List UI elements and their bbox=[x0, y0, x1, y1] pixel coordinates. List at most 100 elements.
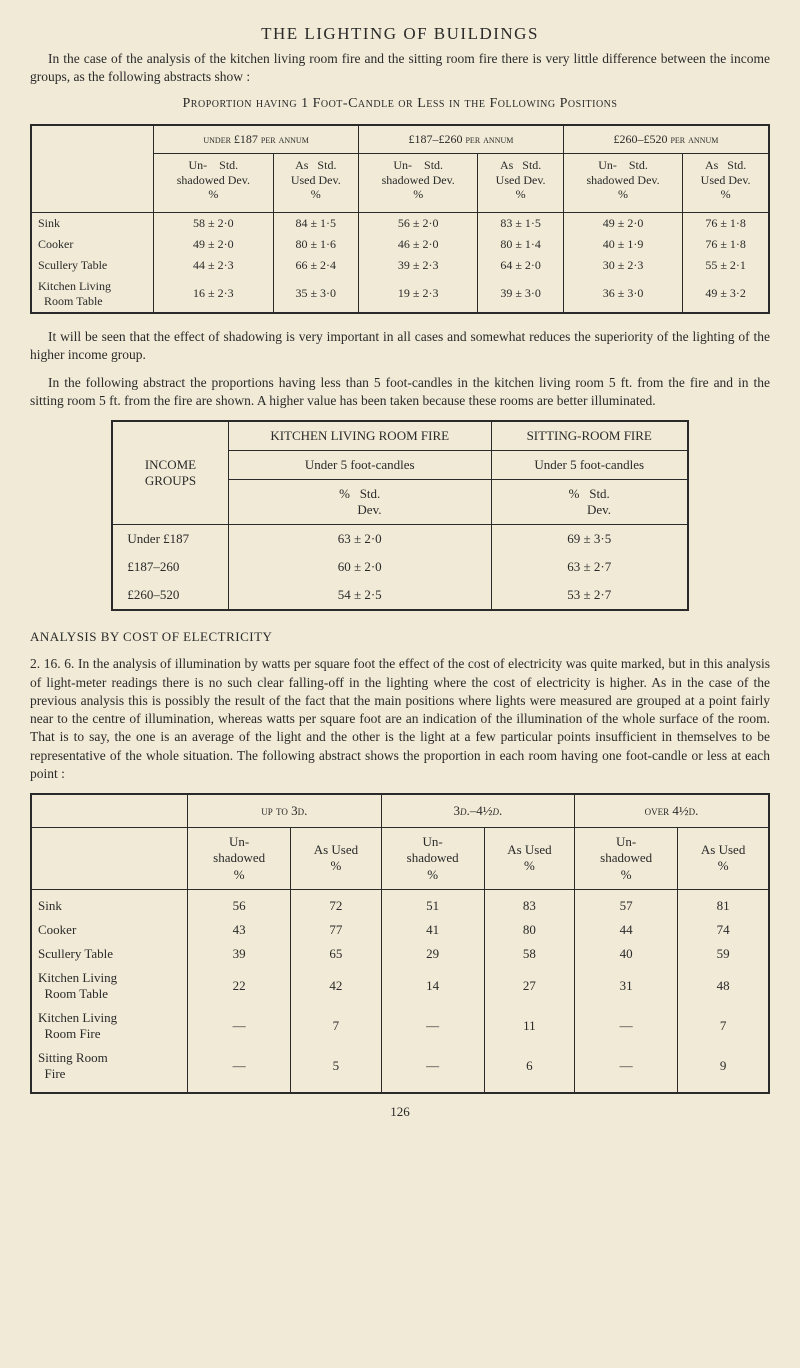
section-caption-electricity: ANALYSIS BY COST OF ELECTRICITY bbox=[30, 629, 770, 645]
t1-sub-un-0: Un- Std. shadowed Dev. % bbox=[154, 154, 273, 212]
table-cell: 64 ± 2·0 bbox=[478, 255, 563, 276]
table-cell: 39 bbox=[188, 942, 291, 966]
t1-sub-as-0: As Std. Used Dev. % bbox=[273, 154, 358, 212]
t2-sub-1: Under 5 foot-candles bbox=[491, 451, 687, 480]
table-cell: 7 bbox=[291, 1006, 381, 1046]
t1-blank bbox=[31, 125, 154, 154]
page-number: 126 bbox=[30, 1104, 770, 1120]
t3-group-0: up to 3d. bbox=[188, 794, 382, 828]
table-cell: 44 bbox=[575, 918, 678, 942]
table-cell: 84 ± 1·5 bbox=[273, 212, 358, 234]
table-cell: 14 bbox=[381, 966, 484, 1006]
table-cell: 49 ± 2·0 bbox=[154, 234, 273, 255]
table-cell: 76 ± 1·8 bbox=[683, 212, 769, 234]
t3-sub-as-1: As Used % bbox=[484, 828, 574, 890]
t3-blank bbox=[31, 794, 188, 828]
table-cell: 7 bbox=[678, 1006, 769, 1046]
table-cell: 54 ± 2·5 bbox=[228, 581, 491, 610]
t1-group-2: £260–£520 per annum bbox=[563, 125, 769, 154]
para-shadowing: It will be seen that the effect of shado… bbox=[30, 328, 770, 364]
table-row-name: £260–520 bbox=[112, 581, 228, 610]
t3-group-1: 3d.–4½d. bbox=[381, 794, 575, 828]
table-cell: — bbox=[188, 1046, 291, 1093]
t3-sub-as-0: As Used % bbox=[291, 828, 381, 890]
table-row-name: Sink bbox=[31, 889, 188, 918]
t1-group-1: £187–£260 per annum bbox=[359, 125, 564, 154]
table-cell: 60 ± 2·0 bbox=[228, 553, 491, 581]
t1-sub-as-1: As Std. Used Dev. % bbox=[478, 154, 563, 212]
table-row-name: Sink bbox=[31, 212, 154, 234]
table-cell: 27 bbox=[484, 966, 574, 1006]
para-electricity: 2. 16. 6. In the analysis of illuminatio… bbox=[30, 655, 770, 783]
table-cell: 9 bbox=[678, 1046, 769, 1093]
table-cell: 55 ± 2·1 bbox=[683, 255, 769, 276]
t1-rowhead-blank bbox=[31, 154, 154, 212]
table-cell: 30 ± 2·3 bbox=[563, 255, 682, 276]
table-cell: 83 bbox=[484, 889, 574, 918]
table-income-groups-fire: INCOME GROUPS KITCHEN LIVING ROOM FIRE S… bbox=[111, 420, 688, 611]
table-cell: 57 bbox=[575, 889, 678, 918]
table-cell: 40 bbox=[575, 942, 678, 966]
table-row-name: Kitchen Living Room Table bbox=[31, 276, 154, 313]
t2-subsub-0: % Std. Dev. bbox=[228, 480, 491, 525]
table-cell: 65 bbox=[291, 942, 381, 966]
table-cell: 63 ± 2·7 bbox=[491, 553, 687, 581]
table-cell: 42 bbox=[291, 966, 381, 1006]
table-cell: 76 ± 1·8 bbox=[683, 234, 769, 255]
t3-sub-un-0: Un- shadowed % bbox=[188, 828, 291, 890]
table-cell: — bbox=[188, 1006, 291, 1046]
table-row-name: Cooker bbox=[31, 234, 154, 255]
table-cell: 51 bbox=[381, 889, 484, 918]
table-row-name: £187–260 bbox=[112, 553, 228, 581]
table-row-name: Cooker bbox=[31, 918, 188, 942]
table-cell: — bbox=[381, 1006, 484, 1046]
table-cell: 48 bbox=[678, 966, 769, 1006]
table-cell: 77 bbox=[291, 918, 381, 942]
t2-sub-0: Under 5 foot-candles bbox=[228, 451, 491, 480]
table-cell: 59 bbox=[678, 942, 769, 966]
table-cell: 53 ± 2·7 bbox=[491, 581, 687, 610]
t2-col-1: SITTING-ROOM FIRE bbox=[491, 421, 687, 451]
t3-sub-un-2: Un- shadowed % bbox=[575, 828, 678, 890]
table-cell: 31 bbox=[575, 966, 678, 1006]
table-row-name: Kitchen Living Room Fire bbox=[31, 1006, 188, 1046]
table-cell: 56 ± 2·0 bbox=[359, 212, 478, 234]
table1-caption: Proportion having 1 Foot-Candle or Less … bbox=[30, 96, 770, 112]
table-cell: 5 bbox=[291, 1046, 381, 1093]
table-cell: 41 bbox=[381, 918, 484, 942]
table-cell: 72 bbox=[291, 889, 381, 918]
table-cell: 43 bbox=[188, 918, 291, 942]
table-cell: 80 ± 1·4 bbox=[478, 234, 563, 255]
para-following-abstract: In the following abstract the proportion… bbox=[30, 374, 770, 410]
table-cell: 22 bbox=[188, 966, 291, 1006]
t1-group-0: under £187 per annum bbox=[154, 125, 359, 154]
intro-paragraph: In the case of the analysis of the kitch… bbox=[30, 50, 770, 86]
table-cost-electricity: up to 3d. 3d.–4½d. over 4½d. Un- shadowe… bbox=[30, 793, 770, 1094]
table-row-name: Under £187 bbox=[112, 525, 228, 554]
table-cell: 49 ± 3·2 bbox=[683, 276, 769, 313]
table-cell: 39 ± 2·3 bbox=[359, 255, 478, 276]
t3-rowhead-blank bbox=[31, 828, 188, 890]
table-row-name: Kitchen Living Room Table bbox=[31, 966, 188, 1006]
table-row-name: Sitting Room Fire bbox=[31, 1046, 188, 1093]
table-cell: 35 ± 3·0 bbox=[273, 276, 358, 313]
t2-col-0: KITCHEN LIVING ROOM FIRE bbox=[228, 421, 491, 451]
t3-sub-as-2: As Used % bbox=[678, 828, 769, 890]
table-cell: 74 bbox=[678, 918, 769, 942]
page-title: THE LIGHTING OF BUILDINGS bbox=[30, 24, 770, 44]
table-cell: 58 ± 2·0 bbox=[154, 212, 273, 234]
table-cell: 39 ± 3·0 bbox=[478, 276, 563, 313]
table-cell: 36 ± 3·0 bbox=[563, 276, 682, 313]
table-cell: 6 bbox=[484, 1046, 574, 1093]
table-cell: 46 ± 2·0 bbox=[359, 234, 478, 255]
table-cell: 56 bbox=[188, 889, 291, 918]
t1-sub-as-2: As Std. Used Dev. % bbox=[683, 154, 769, 212]
t3-sub-un-1: Un- shadowed % bbox=[381, 828, 484, 890]
table-cell: 19 ± 2·3 bbox=[359, 276, 478, 313]
table-cell: 80 bbox=[484, 918, 574, 942]
t1-sub-un-2: Un- Std. shadowed Dev. % bbox=[563, 154, 682, 212]
t2-rowhead: INCOME GROUPS bbox=[112, 421, 228, 525]
table-cell: 40 ± 1·9 bbox=[563, 234, 682, 255]
table-cell: 69 ± 3·5 bbox=[491, 525, 687, 554]
table-cell: 49 ± 2·0 bbox=[563, 212, 682, 234]
